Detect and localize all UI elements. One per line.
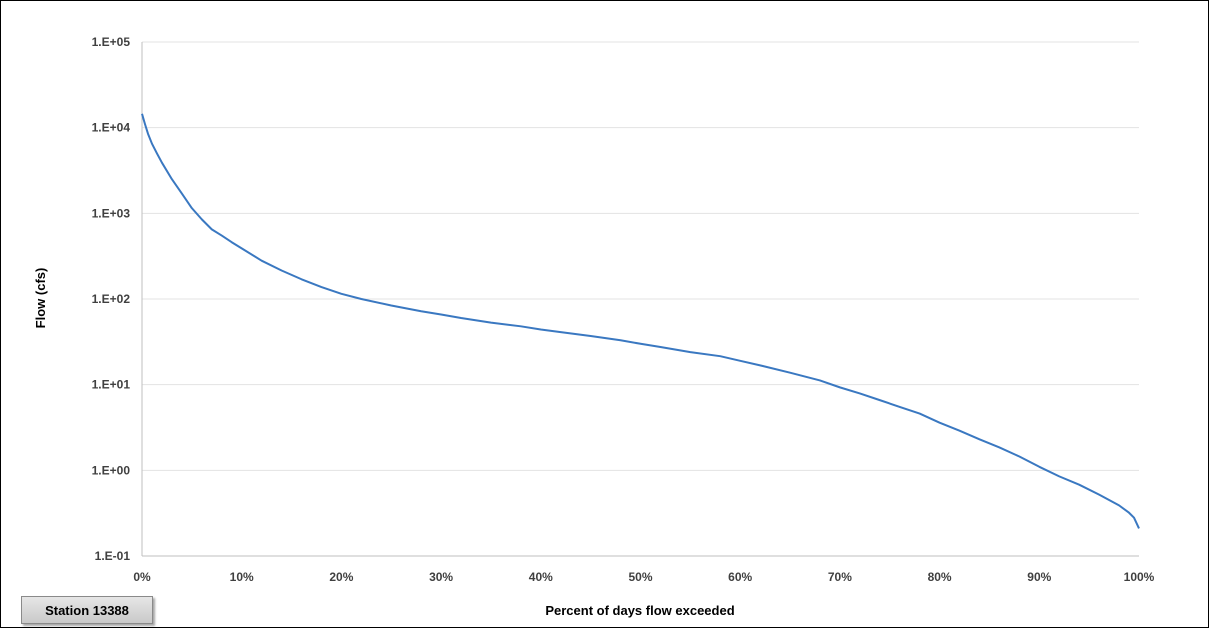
series-layer bbox=[141, 113, 1140, 529]
axes bbox=[141, 42, 1139, 557]
x-tick-label: 30% bbox=[429, 570, 453, 584]
x-tick-label: 40% bbox=[529, 570, 553, 584]
x-axis-title: Percent of days flow exceeded bbox=[545, 603, 734, 618]
x-tick-label: 60% bbox=[728, 570, 752, 584]
y-axis-title: Flow (cfs) bbox=[33, 268, 48, 329]
gridlines bbox=[142, 41, 1139, 471]
y-tick-label: 1.E+02 bbox=[92, 292, 131, 306]
y-tick-labels: 1.E-01 1.E+00 1.E+01 1.E+02 1.E+03 1.E+04 1.E+… bbox=[92, 35, 131, 563]
x-tick-label: 70% bbox=[828, 570, 852, 584]
x-tick-label: 50% bbox=[628, 570, 652, 584]
y-tick-label: 1.E+03 bbox=[92, 206, 131, 220]
y-tick-label: 1.E+05 bbox=[92, 35, 131, 49]
x-tick-label: 20% bbox=[329, 570, 353, 584]
y-tick-label: 1.E-01 bbox=[95, 549, 131, 563]
x-tick-label: 90% bbox=[1027, 570, 1051, 584]
x-tick-label: 10% bbox=[230, 570, 254, 584]
x-tick-label: 0% bbox=[133, 570, 151, 584]
y-tick-label: 1.E+04 bbox=[92, 121, 131, 135]
y-tick-label: 1.E+00 bbox=[92, 463, 131, 477]
y-tick-label: 1.E+01 bbox=[92, 378, 131, 392]
x-tick-label: 100% bbox=[1124, 570, 1155, 584]
x-tick-labels: 0% 10% 20% 30% 40% 50% 60% 70% 80% 90% 100% bbox=[133, 570, 1154, 584]
station-button[interactable]: Station 13388 bbox=[21, 596, 153, 624]
x-tick-label: 80% bbox=[928, 570, 952, 584]
flow-duration-line bbox=[141, 113, 1140, 529]
